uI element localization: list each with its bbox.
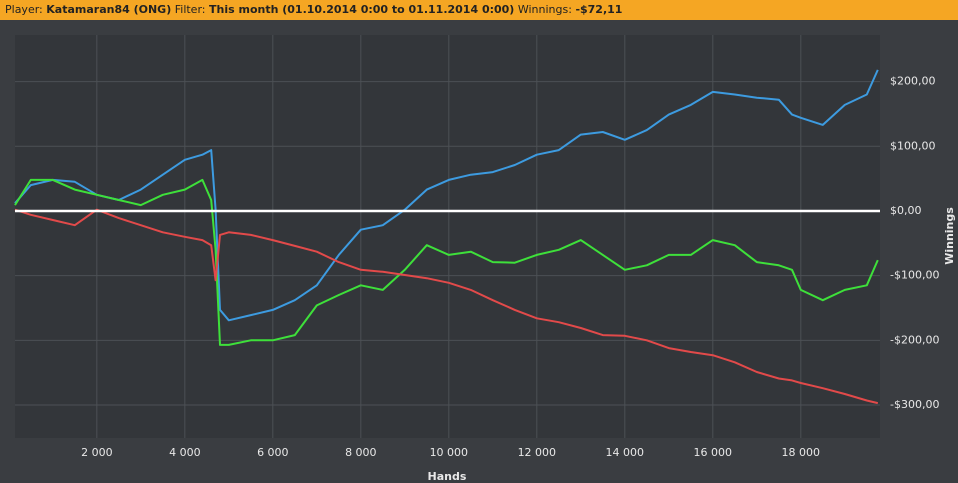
y-axis-title: Winnings: [943, 207, 956, 265]
filter: This month (01.10.2014 0:00 to 01.11.201…: [209, 3, 515, 16]
player: Katamaran84 (ONG): [46, 3, 172, 16]
x-axis-title: Hands: [428, 470, 467, 483]
series-line: [14, 178, 879, 346]
chart: Hands Winnings 2 000 4 000 6 000 8 000 10 00…: [14, 35, 956, 483]
x-tick-label: 16 000: [694, 446, 733, 459]
plot-area: [15, 35, 880, 438]
y-tick-label: $100,00: [890, 139, 936, 152]
header-bar: Player: Katamaran84 (ONG) Filter: This m…: [0, 0, 958, 20]
y-tick-label: -$100,00: [890, 269, 939, 282]
x-tick-label: 12 000: [518, 446, 557, 459]
series-line: [14, 208, 879, 405]
y-tick-label: $0,00: [890, 204, 922, 217]
filter-label: Filter:: [174, 3, 206, 16]
player-label: Player:: [5, 3, 43, 16]
series-line: [14, 69, 879, 322]
y-tick-label: -$200,00: [890, 333, 939, 346]
y-tick-label: -$300,00: [890, 398, 939, 411]
x-tick-label: 10 000: [430, 446, 469, 459]
x-tick-label: 2 000: [81, 446, 113, 459]
x-tick-label: 4 000: [169, 446, 201, 459]
winnings-label: Winnings:: [517, 3, 572, 16]
x-tick-label: 8 000: [345, 446, 377, 459]
x-tick-label: 6 000: [257, 446, 289, 459]
x-tick-label: 14 000: [606, 446, 645, 459]
x-tick-label: 18 000: [782, 446, 821, 459]
y-tick-label: $200,00: [890, 75, 936, 88]
winnings: -$72,11: [575, 3, 623, 16]
